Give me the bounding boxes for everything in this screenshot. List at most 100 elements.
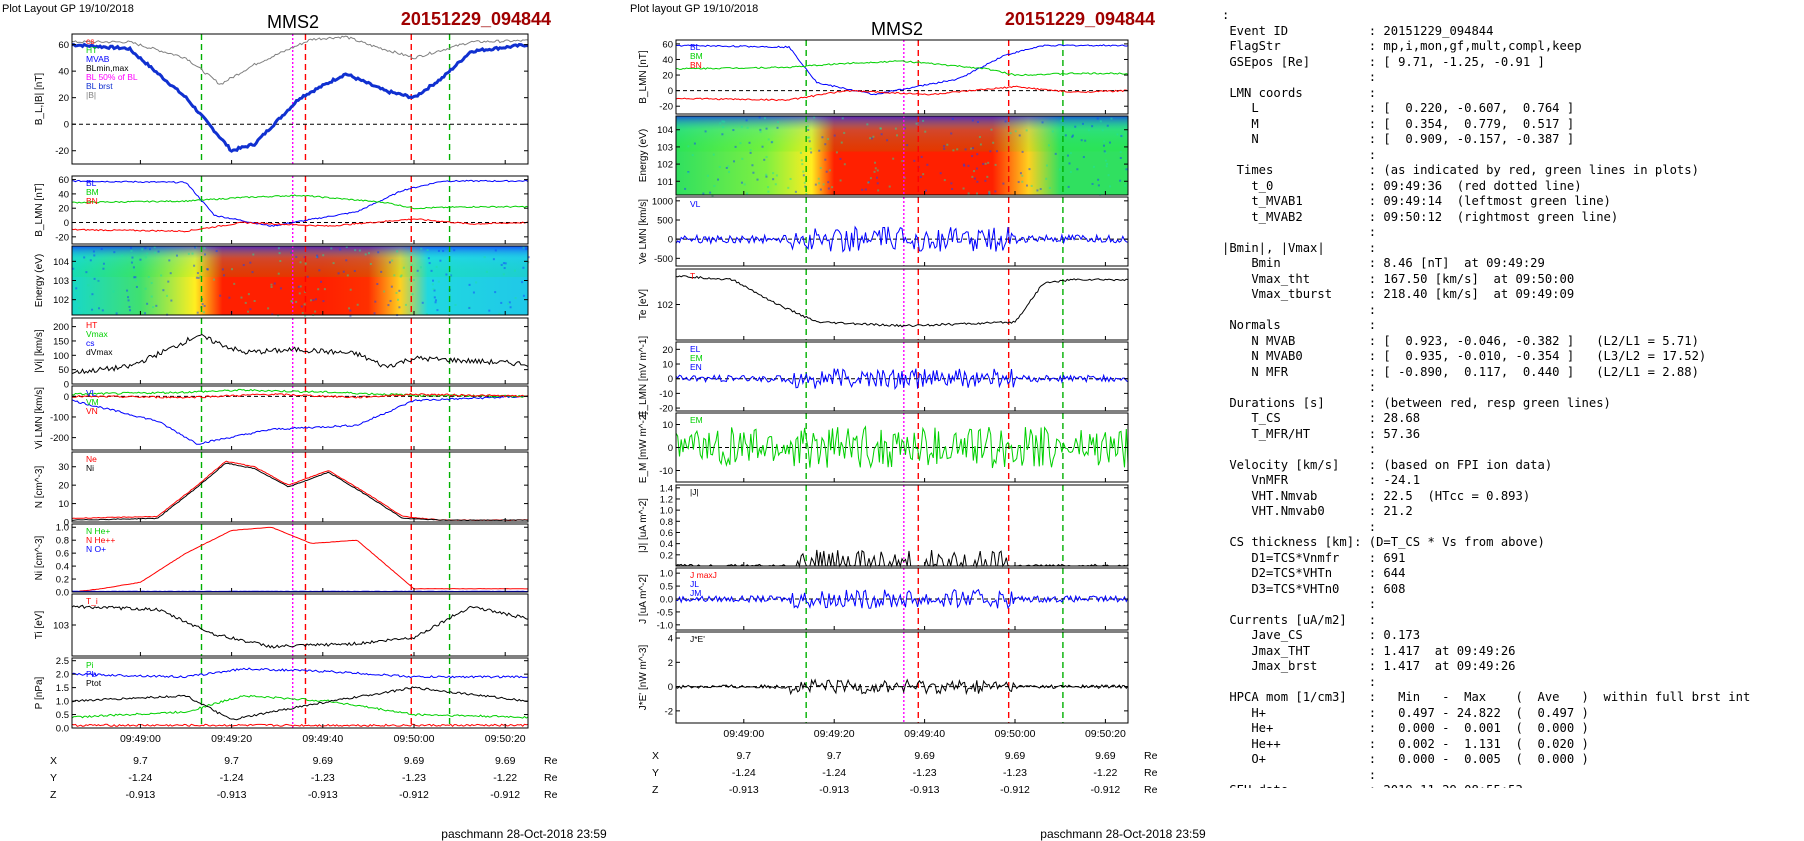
spectrogram-speck — [1036, 189, 1039, 192]
spectrogram-speck — [1124, 184, 1127, 187]
info-line: Jmax_brst : 1.417 at 09:49:26 — [1222, 659, 1516, 673]
spectrogram-speck — [146, 302, 149, 305]
legend-entry: MVAB — [86, 54, 110, 64]
spectrogram-speck — [448, 294, 451, 297]
spectrogram-speck — [75, 287, 78, 290]
spectrogram-speck — [943, 145, 946, 148]
panel-frame — [71, 523, 529, 593]
spectrogram-speck — [128, 305, 131, 308]
spectrogram-speck — [98, 307, 101, 310]
y-tick-label: -1.0 — [657, 620, 673, 631]
spectrogram-speck — [962, 163, 965, 166]
info-line: M : [ 0.354, 0.779, 0.517 ] — [1222, 116, 1575, 131]
y-tick-label: 60 — [662, 39, 673, 50]
position-row-label: Y — [50, 772, 57, 784]
spectrogram-speck — [802, 174, 805, 177]
spectrogram-speck — [488, 309, 491, 312]
spectrogram-speck — [525, 248, 528, 251]
spectrogram-speck — [1018, 134, 1021, 137]
spectrogram-speck — [78, 306, 81, 309]
spectrogram-speck — [412, 278, 415, 281]
y-tick-label: -20 — [55, 146, 69, 157]
spectrogram-speck — [861, 188, 864, 191]
spectrogram-speck — [290, 251, 293, 254]
y-axis-label: Ni [cm^-3] — [34, 535, 45, 580]
info-line: L : [ 0.220, -0.607, 0.764 ] — [1222, 101, 1575, 115]
spectrogram-speck — [390, 285, 393, 288]
y-axis-label: Ti [eV] — [34, 611, 45, 640]
legend-entry: EM — [690, 415, 703, 425]
info-line: He+ : 0.000 - 0.001 ( 0.000 ) — [1222, 721, 1589, 735]
spectrogram-speck — [345, 259, 348, 262]
position-value: -0.913 — [819, 784, 849, 796]
series-line — [675, 85, 1129, 102]
spectrogram-speck — [303, 256, 306, 259]
spectrogram-speck — [244, 301, 247, 304]
spectrogram-speck — [973, 170, 976, 173]
spectrogram-speck — [765, 175, 768, 178]
spectrogram-speck — [1071, 135, 1074, 138]
legend-entry: BLmin,max — [86, 63, 129, 73]
spectrogram-speck — [300, 305, 303, 308]
spectrogram-speck — [115, 312, 118, 315]
y-tick-label: 103 — [53, 621, 69, 632]
position-value: 9.7 — [736, 750, 751, 762]
spectrogram-speck — [383, 290, 386, 293]
spectrogram-speck — [1009, 132, 1012, 135]
spectrogram-speck — [442, 249, 445, 252]
spectrogram-speck — [818, 149, 821, 152]
spectrogram-speck — [233, 282, 236, 285]
spectrogram-speck — [877, 189, 880, 192]
spectrogram-speck — [468, 306, 471, 309]
spectrogram-speck — [872, 135, 875, 138]
left-layout-label: Plot Layout GP 19/10/2018 — [2, 3, 134, 15]
spectrogram-speck — [839, 179, 842, 182]
spectrogram-speck — [247, 310, 250, 313]
y-tick-label: 40 — [662, 55, 673, 66]
spectrogram-speck — [1120, 135, 1123, 138]
spectrogram-speck — [270, 283, 273, 286]
spectrogram-speck — [279, 287, 282, 290]
spectrogram-speck — [421, 301, 424, 304]
spectrogram-speck — [273, 282, 276, 285]
y-tick-label: 0 — [64, 392, 69, 403]
position-unit: Re — [544, 789, 558, 801]
legend-entry: JM — [690, 588, 701, 598]
spectrogram-speck — [748, 141, 751, 144]
y-tick-label: 0.0 — [56, 588, 69, 599]
spectrogram-speck — [866, 123, 869, 126]
spectrogram-speck — [876, 169, 879, 172]
legend-entry: JL — [690, 579, 699, 589]
spectrogram-speck — [922, 173, 925, 176]
spectrogram-speck — [402, 266, 405, 269]
spectrogram-speck — [880, 133, 883, 136]
y-tick-label: 1.4 — [660, 483, 673, 494]
position-row-label: Z — [50, 789, 57, 801]
y-tick-label: 4 — [668, 634, 673, 645]
spectrogram-speck — [230, 268, 233, 271]
spectrogram-speck — [349, 314, 352, 317]
legend-entry: J*E' — [690, 634, 705, 644]
spectrogram-speck — [1080, 139, 1083, 142]
spectrogram-speck — [522, 294, 525, 297]
spectrogram-speck — [713, 184, 716, 187]
y-tick-label: 200 — [53, 322, 69, 333]
legend-entry: BM — [690, 51, 703, 61]
spectrogram-speck — [765, 127, 768, 130]
spectrogram-speck — [814, 183, 817, 186]
spectrogram-speck — [301, 312, 304, 315]
spectrogram-speck — [1091, 125, 1094, 128]
spectrogram-speck — [926, 163, 929, 166]
legend-entry: dVmax — [86, 347, 113, 357]
spectrogram-speck — [901, 160, 904, 163]
spectrogram-speck — [144, 247, 147, 250]
spectrogram-speck — [398, 289, 401, 292]
spectrogram-speck — [223, 274, 226, 277]
mid-panel-3: 1000 500 0 -500 Ve LMN [km/s] VL — [638, 196, 1129, 267]
spectrogram-speck — [976, 180, 979, 183]
mid-layout-label: Plot layout GP 19/10/2018 — [630, 3, 758, 15]
panel-frame — [71, 33, 529, 165]
spectrogram-speck — [92, 250, 95, 253]
spectrogram-speck — [130, 250, 133, 253]
